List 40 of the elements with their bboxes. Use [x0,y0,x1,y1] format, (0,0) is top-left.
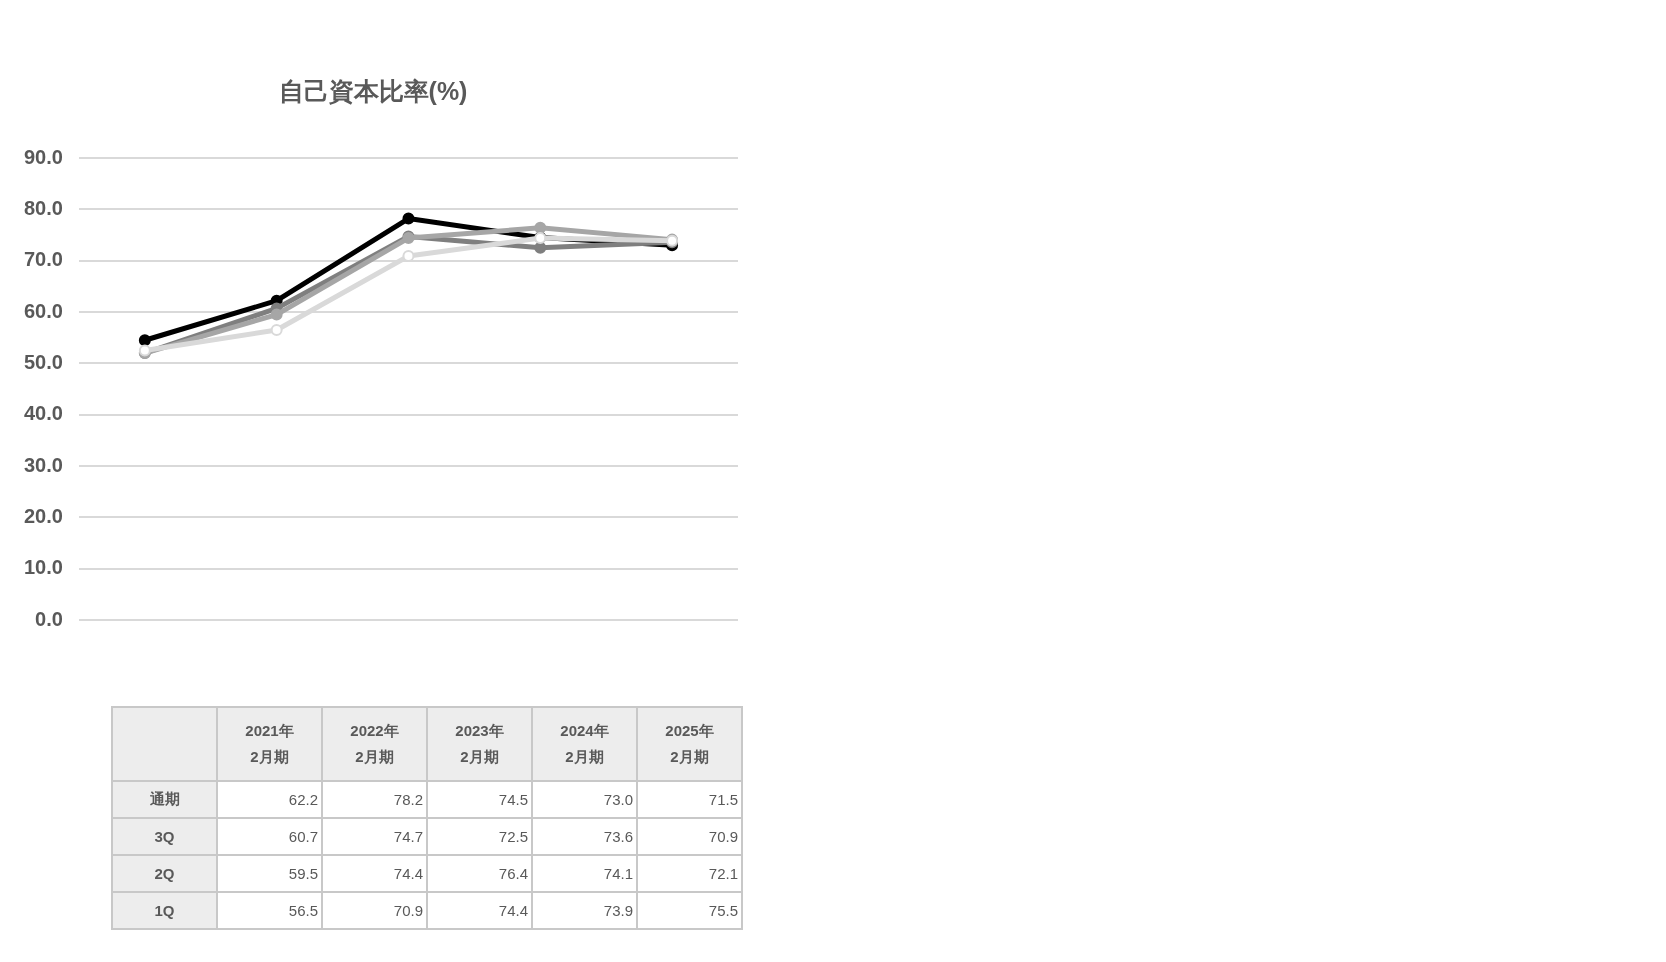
data-label: 72.1 [637,855,742,892]
data-label: 74.4 [322,855,427,892]
y-tick-label: 2Q [112,855,217,892]
y-tick-label: 1Q [112,892,217,929]
data-label: 71.5 [637,781,742,818]
x-tick-label: 2021年 2月期 [217,707,322,781]
data-label: 74.5 [427,781,532,818]
y-tick-label: 40.0 [23,402,63,425]
data-label: 70.9 [322,892,427,929]
y-tick-label: 90.0 [23,145,63,168]
data-label: 73.0 [532,781,637,818]
y-tick-label: 30.0 [23,453,63,476]
y-tick-label: 20.0 [23,504,63,527]
data-label: 75.5 [637,892,742,929]
data-label: 62.2 [217,781,322,818]
y-tick-label: 0.0 [35,607,63,630]
y-tick-label: 70.0 [23,248,63,271]
x-tick-label: 2023年 2月期 [427,707,532,781]
y-tick-label: 通期 [112,781,217,818]
data-label: 72.5 [427,818,532,855]
data-label: 60.7 [217,818,322,855]
data-label: 76.4 [427,855,532,892]
data-label: 74.7 [322,818,427,855]
data-label: 74.4 [427,892,532,929]
data-label: 56.5 [217,892,322,929]
data-label: 74.1 [532,855,637,892]
y-tick-label: 80.0 [23,196,63,219]
x-tick-label: 2022年 2月期 [322,707,427,781]
data-label: 59.5 [217,855,322,892]
y-tick-label: 10.0 [23,556,63,579]
chart-title: 自己資本比率(%) [278,76,468,105]
x-tick-label: 2025年 2月期 [637,707,742,781]
data-label: 70.9 [637,818,742,855]
y-tick-label: 50.0 [23,350,63,373]
data-label: 78.2 [322,781,427,818]
data-label: 73.9 [532,892,637,929]
y-tick-label: 3Q [112,818,217,855]
x-tick-label: 2024年 2月期 [532,707,637,781]
data-label: 73.6 [532,818,637,855]
y-tick-label: 60.0 [23,299,63,322]
